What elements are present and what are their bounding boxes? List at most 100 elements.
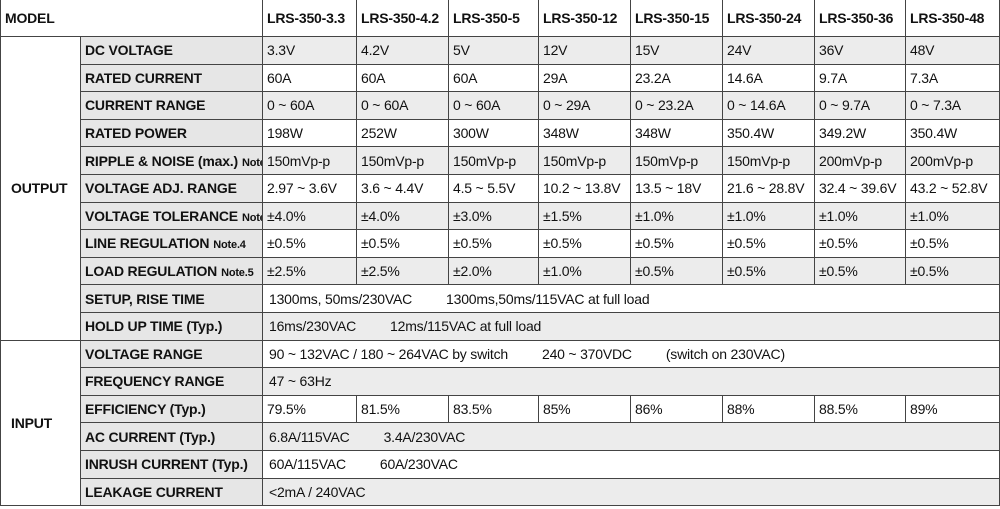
value-cell: 150mVp-p — [356, 146, 449, 175]
value-cell: 0 ~ 7.3A — [905, 91, 1000, 120]
span-cell: 1300ms, 50ms/230VAC 1300ms,50ms/115VAC at… — [262, 284, 1000, 313]
value-cell: ±1.0% — [722, 201, 815, 231]
value-cell: 150mVp-p — [448, 146, 539, 175]
label-text: CURRENT RANGE — [85, 97, 206, 114]
label-text: LEAKAGE CURRENT — [85, 483, 223, 500]
label-text: RATED CURRENT — [85, 69, 202, 86]
value-cell: 32.4 ~ 39.6V — [814, 173, 906, 203]
spec-row: OUTPUT DC VOLTAGE 3.3V 4.2V 5V 12V 15V 24V 36V 48… — [0, 36, 1000, 341]
value-text: 1300ms, 50ms/230VAC — [269, 290, 413, 307]
label-text: RATED POWER — [85, 125, 187, 142]
value-cell: 7.3A — [905, 63, 1000, 93]
label-text: LOAD REGULATION — [85, 263, 218, 280]
label-text: VOLTAGE TOLERANCE — [85, 207, 238, 224]
value-text: 60A/230VAC — [379, 456, 458, 473]
spec-row: AC CURRENT (Typ.) 6.8A/115VAC 3.4A/230VAC — [1, 422, 1000, 451]
value-cell: 200mVp-p — [905, 146, 1000, 175]
row-label: LINE REGULATION Note.4 — [80, 229, 263, 258]
spec-row: INPUT VOLTAGE RANGE 90 ~ 132VAC / 180 ~ 26… — [0, 339, 1000, 507]
value-cell: 0 ~ 60A — [262, 91, 357, 120]
value-cell: ±0.5% — [814, 256, 906, 286]
value-cell: 12V — [538, 36, 631, 65]
model-name: LRS-350-15 — [630, 0, 723, 37]
value-cell: 3.3V — [262, 36, 357, 65]
value-cell: 0 ~ 9.7A — [814, 91, 906, 120]
value-text: 47 ~ 63Hz — [269, 373, 332, 390]
value-cell: 349.2W — [814, 118, 906, 148]
value-cell: ±0.5% — [722, 256, 815, 286]
value-cell: 23.2A — [630, 63, 723, 93]
value-cell: 24V — [722, 36, 815, 65]
value-cell: ±2.5% — [356, 256, 449, 286]
note: Note.4 — [213, 239, 246, 252]
row-label: VOLTAGE RANGE — [80, 339, 263, 369]
row-label: LOAD REGULATION Note.5 — [80, 256, 263, 286]
span-cell: <2mA / 240VAC — [262, 477, 1000, 507]
value-cell: 60A — [356, 63, 449, 93]
value-text: 240 ~ 370VDC — [541, 345, 632, 362]
row-label: RIPPLE & NOISE (max.)Note.2 — [80, 146, 263, 175]
model-name: LRS-350-36 — [814, 0, 906, 37]
spec-row: CURRENT RANGE 0 ~ 60A 0 ~ 60A 0 ~ 60A 0 ~ 29… — [1, 91, 1000, 120]
value-cell: 60A — [262, 63, 357, 93]
row-label: EFFICIENCY (Typ.) — [80, 394, 263, 424]
value-cell: 2.97 ~ 3.6V — [262, 173, 357, 203]
group-label: INPUT — [0, 339, 81, 507]
note: Note.5 — [221, 267, 254, 280]
value-cell: 0 ~ 23.2A — [630, 91, 723, 120]
value-cell: 5V — [448, 36, 539, 65]
spec-row: LOAD REGULATION Note.5 ±2.5% ±2.5% ±2.0% ±1.0… — [1, 256, 1000, 286]
value-cell: 350.4W — [722, 118, 815, 148]
spec-row: EFFICIENCY (Typ.) 79.5% 81.5% 83.5% 85% 86% 88… — [1, 394, 1000, 424]
header-label: MODEL — [0, 0, 263, 37]
value-text: (switch on 230VAC) — [665, 345, 785, 362]
value-cell: 4.5 ~ 5.5V — [448, 173, 539, 203]
value-cell: ±0.5% — [262, 229, 357, 258]
spec-row: VOLTAGE TOLERANCENote.3±4.0%±4.0%±3.0%±1… — [1, 201, 1000, 231]
row-label: DC VOLTAGE — [80, 36, 263, 65]
spec-row: RATED POWER 198W 252W 300W 348W 348W 350.4W 349… — [1, 118, 1000, 148]
value-cell: 150mVp-p — [538, 146, 631, 175]
value-cell: ±0.5% — [630, 256, 723, 286]
value-cell: 150mVp-p — [630, 146, 723, 175]
value-cell: 348W — [538, 118, 631, 148]
value-cell: 88% — [722, 394, 815, 424]
spec-row: INRUSH CURRENT (Typ.) 60A/115VAC 60A/230VA… — [1, 449, 1000, 479]
label-text: EFFICIENCY (Typ.) — [85, 401, 206, 418]
model-name: LRS-350-5 — [448, 0, 539, 37]
value-cell: ±0.5% — [814, 229, 906, 258]
group-label: OUTPUT — [0, 36, 81, 341]
spec-row: FREQUENCY RANGE 47 ~ 63Hz — [1, 367, 1000, 396]
value-cell: 4.2V — [356, 36, 449, 65]
value-cell: 13.5 ~ 18V — [630, 173, 723, 203]
label-text: VOLTAGE RANGE — [85, 345, 203, 362]
row-label: AC CURRENT (Typ.) — [80, 422, 263, 451]
row-label: CURRENT RANGE — [80, 91, 263, 120]
value-cell: 81.5% — [356, 394, 449, 424]
value-cell: 79.5% — [262, 394, 357, 424]
value-cell: 89% — [905, 394, 1000, 424]
row-label: VOLTAGE TOLERANCENote.3 — [80, 201, 263, 231]
value-cell: ±3.0% — [448, 201, 539, 231]
value-cell: ±1.0% — [538, 256, 631, 286]
value-cell: 0 ~ 60A — [448, 91, 539, 120]
span-cell: 16ms/230VAC 12ms/115VAC at full load — [262, 311, 1000, 341]
model-name: LRS-350-48 — [905, 0, 1000, 37]
value-cell: 15V — [630, 36, 723, 65]
row-label: SETUP, RISE TIME — [80, 284, 263, 313]
value-cell: ±0.5% — [905, 229, 1000, 258]
value-cell: 348W — [630, 118, 723, 148]
value-cell: ±1.0% — [630, 201, 723, 231]
row-label: HOLD UP TIME (Typ.) — [80, 311, 263, 341]
model-name: LRS-350-3.3 — [262, 0, 357, 37]
value-cell: 85% — [538, 394, 631, 424]
value-cell: 198W — [262, 118, 357, 148]
value-cell: 88.5% — [814, 394, 906, 424]
label-text: DC VOLTAGE — [85, 42, 173, 59]
value-cell: 36V — [814, 36, 906, 65]
value-cell: ±0.5% — [905, 256, 1000, 286]
value-cell: ±0.5% — [722, 229, 815, 258]
row-label: VOLTAGE ADJ. RANGE — [80, 173, 263, 203]
value-cell: ±1.0% — [905, 201, 1000, 231]
